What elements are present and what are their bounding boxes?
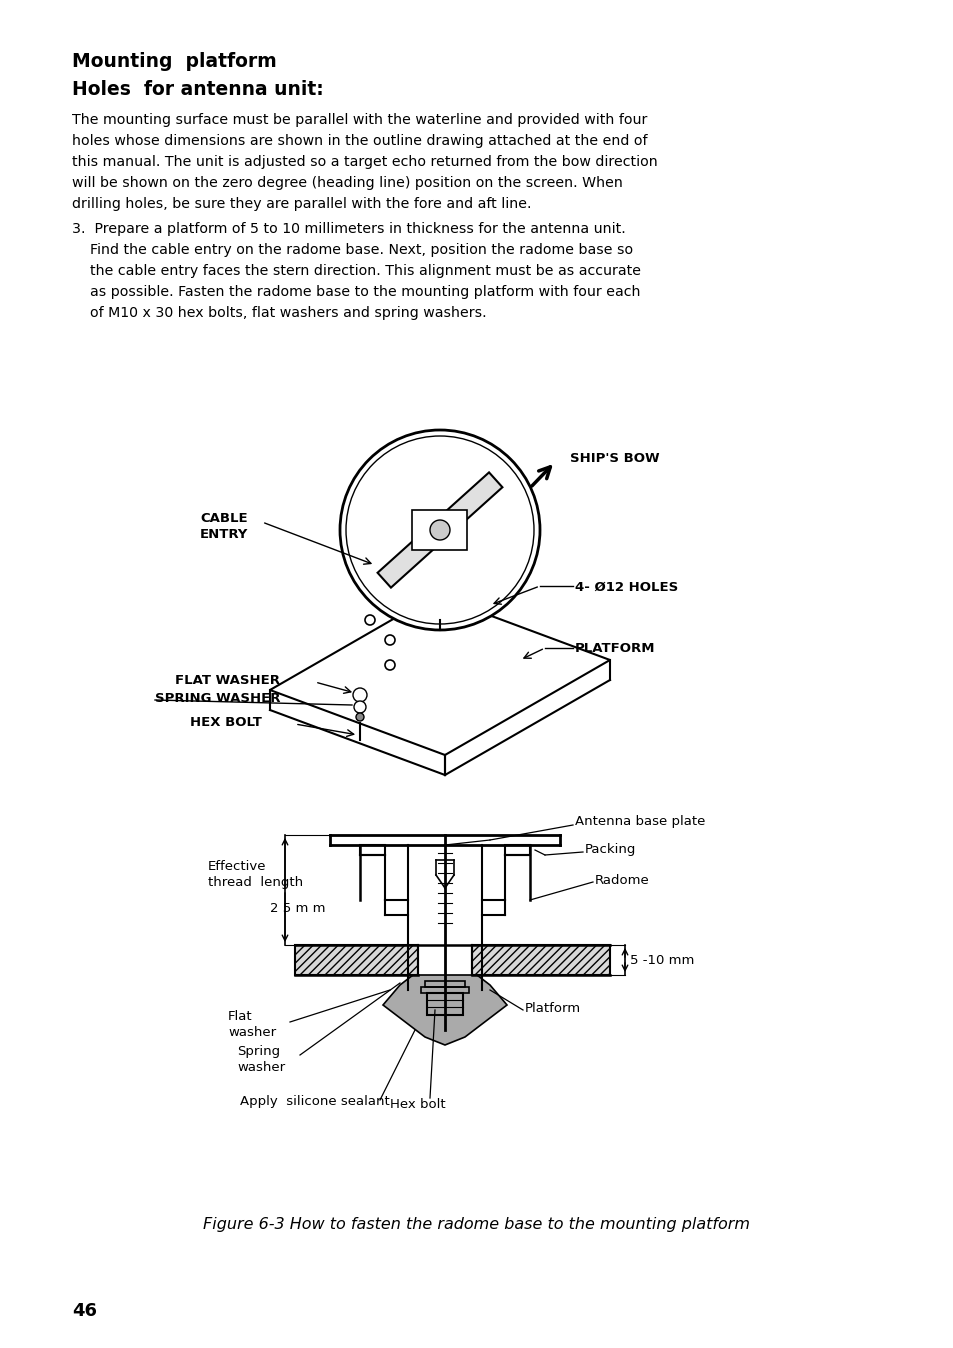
Polygon shape	[382, 975, 506, 1045]
Text: as possible. Fasten the radome base to the mounting platform with four each: as possible. Fasten the radome base to t…	[90, 284, 639, 299]
Circle shape	[355, 713, 364, 721]
Text: 4- Ø12 HOLES: 4- Ø12 HOLES	[575, 581, 678, 593]
Text: Flat: Flat	[228, 1010, 253, 1023]
Text: Packing: Packing	[584, 844, 636, 856]
Text: holes whose dimensions are shown in the outline drawing attached at the end of: holes whose dimensions are shown in the …	[71, 133, 647, 148]
Text: HEX BOLT: HEX BOLT	[190, 716, 262, 728]
Text: 3.  Prepare a platform of 5 to 10 millimeters in thickness for the antenna unit.: 3. Prepare a platform of 5 to 10 millime…	[71, 222, 625, 236]
Text: Holes  for antenna unit:: Holes for antenna unit:	[71, 80, 323, 98]
Bar	[359, 845, 385, 855]
Text: the cable entry faces the stern direction. This alignment must be as accurate: the cable entry faces the stern directio…	[90, 264, 640, 278]
Bar	[472, 945, 609, 975]
Text: Platform: Platform	[524, 1002, 580, 1015]
Text: Apply  silicone sealant: Apply silicone sealant	[240, 1095, 390, 1108]
Text: 5 -10 mm: 5 -10 mm	[629, 953, 694, 967]
Text: CABLE: CABLE	[200, 512, 248, 524]
Text: Spring: Spring	[236, 1045, 280, 1058]
Text: will be shown on the zero degree (heading line) position on the screen. When: will be shown on the zero degree (headin…	[71, 177, 622, 190]
Polygon shape	[377, 472, 502, 588]
Circle shape	[430, 520, 450, 541]
Text: SHIP'S BOW: SHIP'S BOW	[569, 452, 659, 465]
Text: Hex bolt: Hex bolt	[390, 1099, 445, 1111]
Bar	[504, 845, 530, 855]
Circle shape	[354, 701, 366, 713]
Circle shape	[339, 430, 539, 630]
Text: PLATFORM: PLATFORM	[575, 642, 655, 655]
Polygon shape	[270, 594, 609, 755]
Text: SPRING WASHER: SPRING WASHER	[154, 692, 280, 705]
Text: 2 5 m m: 2 5 m m	[270, 902, 325, 914]
Text: The mounting surface must be parallel with the waterline and provided with four: The mounting surface must be parallel wi…	[71, 113, 647, 127]
Bar	[420, 987, 469, 993]
Text: drilling holes, be sure they are parallel with the fore and aft line.: drilling holes, be sure they are paralle…	[71, 197, 531, 212]
Text: FLAT WASHER: FLAT WASHER	[174, 674, 280, 686]
Polygon shape	[412, 510, 467, 550]
Text: of M10 x 30 hex bolts, flat washers and spring washers.: of M10 x 30 hex bolts, flat washers and …	[90, 306, 486, 319]
Bar	[424, 981, 464, 987]
Bar	[427, 993, 462, 1015]
Text: this manual. The unit is adjusted so a target echo returned from the bow directi: this manual. The unit is adjusted so a t…	[71, 155, 657, 168]
Bar	[294, 945, 417, 975]
Text: Mounting  platform: Mounting platform	[71, 53, 276, 71]
Text: Figure 6-3 How to fasten the radome base to the mounting platform: Figure 6-3 How to fasten the radome base…	[203, 1217, 750, 1232]
Text: washer: washer	[236, 1061, 285, 1074]
Text: Effective: Effective	[208, 860, 266, 874]
Text: Radome: Radome	[595, 874, 649, 887]
Text: 46: 46	[71, 1302, 97, 1320]
Text: washer: washer	[228, 1026, 275, 1039]
Text: Find the cable entry on the radome base. Next, position the radome base so: Find the cable entry on the radome base.…	[90, 243, 633, 257]
Circle shape	[353, 687, 367, 702]
Text: thread  length: thread length	[208, 876, 303, 888]
Text: ENTRY: ENTRY	[200, 528, 248, 541]
Text: Antenna base plate: Antenna base plate	[575, 816, 704, 829]
